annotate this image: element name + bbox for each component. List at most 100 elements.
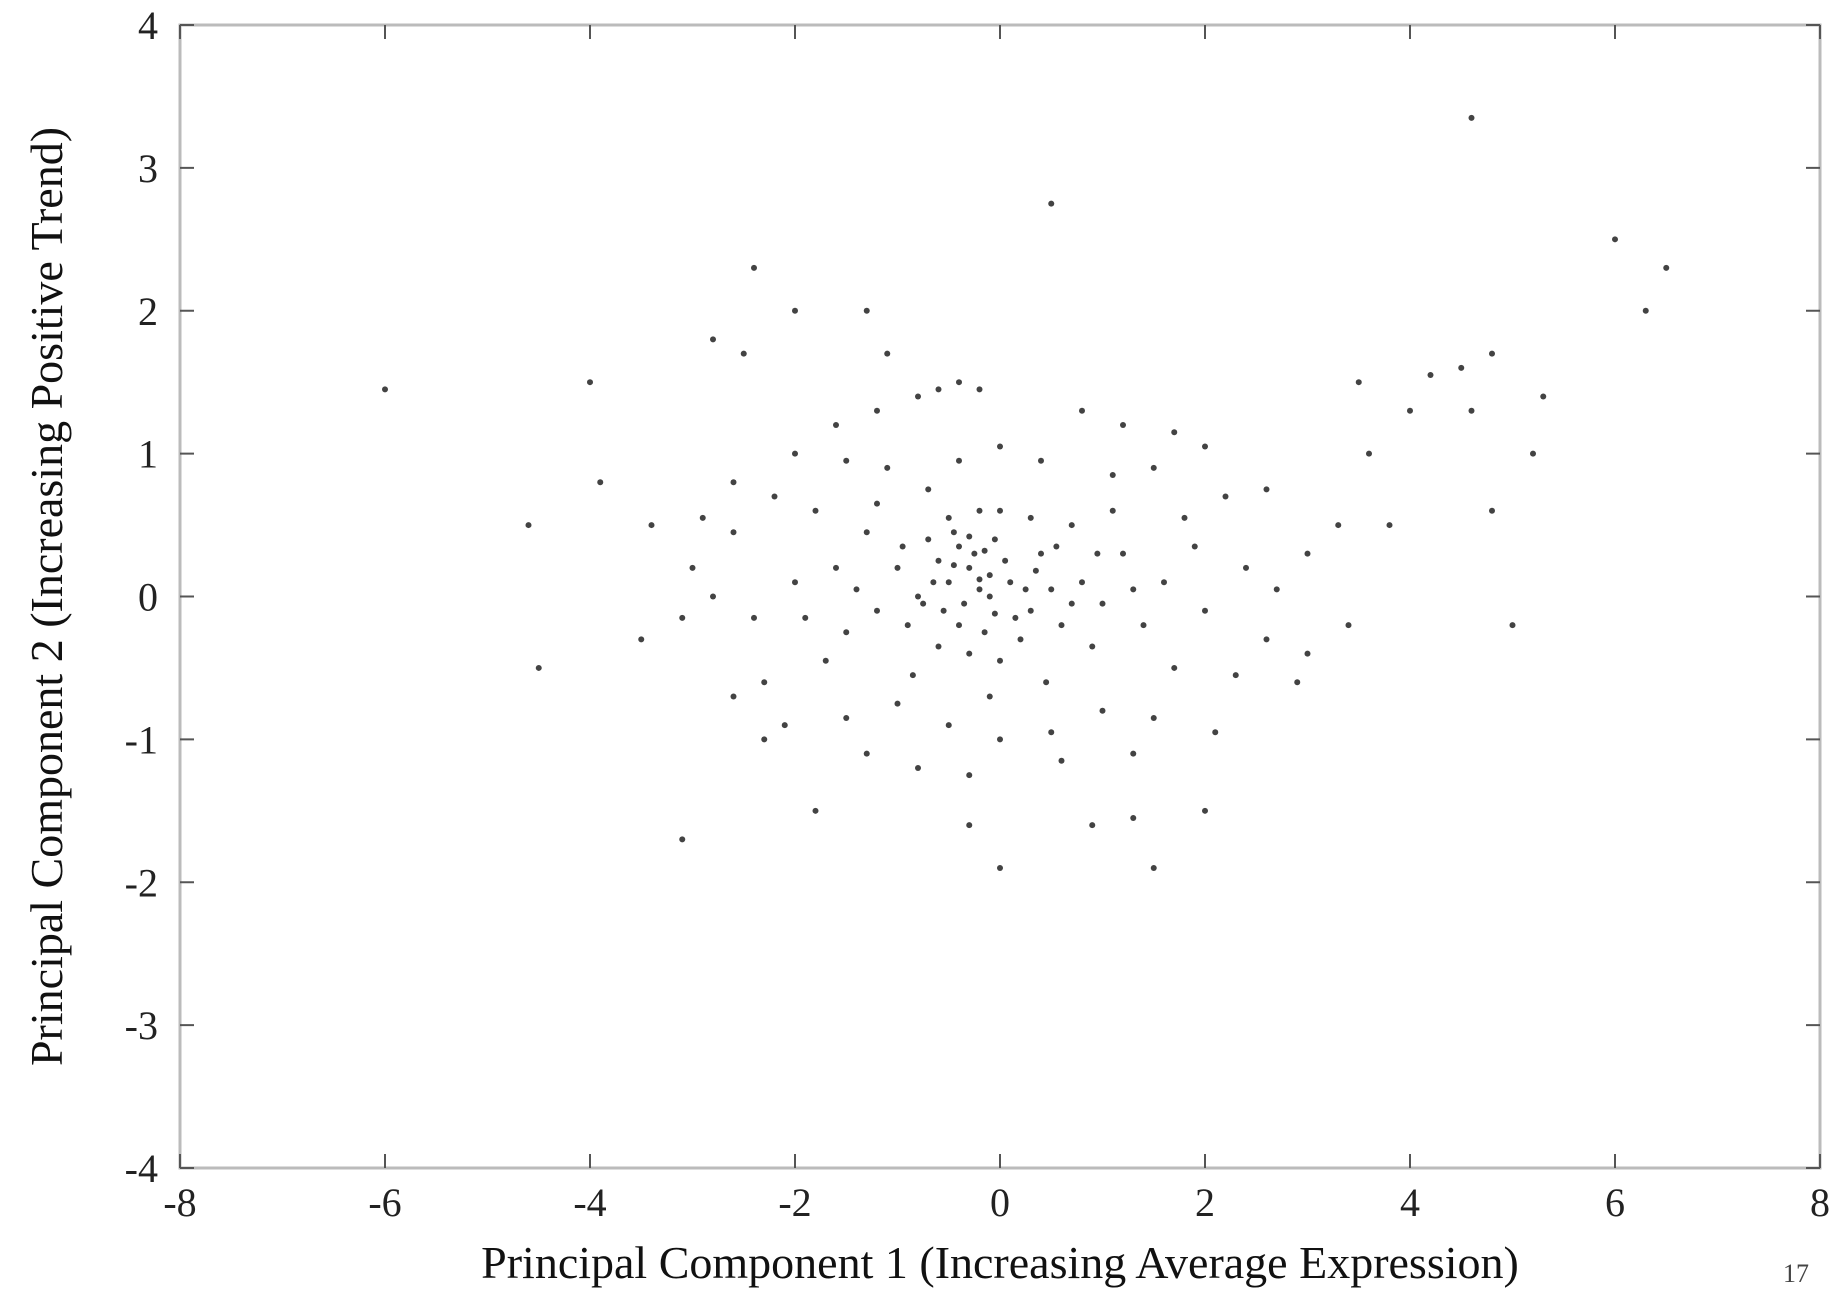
data-point	[536, 665, 542, 671]
data-point	[813, 508, 819, 514]
data-point	[833, 422, 839, 428]
data-point	[997, 658, 1003, 664]
data-point	[946, 515, 952, 521]
data-point	[905, 622, 911, 628]
data-point	[1428, 372, 1434, 378]
data-point	[1110, 508, 1116, 514]
data-point	[792, 451, 798, 457]
data-point	[813, 808, 819, 814]
data-point	[1305, 551, 1311, 557]
data-point	[977, 576, 983, 582]
data-point	[956, 622, 962, 628]
data-point	[1089, 822, 1095, 828]
data-point	[1366, 451, 1372, 457]
data-point	[1294, 679, 1300, 685]
data-point	[802, 615, 808, 621]
data-point	[971, 551, 977, 557]
data-point	[1033, 568, 1039, 574]
data-point	[977, 386, 983, 392]
y-tick-label: -4	[125, 1146, 158, 1191]
data-point	[1120, 422, 1126, 428]
x-tick-label: 6	[1605, 1180, 1625, 1225]
data-point	[1120, 551, 1126, 557]
data-point	[1100, 601, 1106, 607]
data-point	[843, 458, 849, 464]
data-point	[638, 636, 644, 642]
axis-ticks	[180, 25, 1820, 1168]
y-tick-label: 3	[138, 146, 158, 191]
data-point	[1028, 608, 1034, 614]
data-point	[1094, 551, 1100, 557]
data-point	[1182, 515, 1188, 521]
data-point	[874, 501, 880, 507]
data-point	[977, 586, 983, 592]
data-point	[1151, 715, 1157, 721]
data-point	[690, 565, 696, 571]
data-point	[741, 351, 747, 357]
x-tick-label: -4	[573, 1180, 606, 1225]
data-point	[1048, 201, 1054, 207]
data-point	[1069, 601, 1075, 607]
data-point	[833, 565, 839, 571]
data-point	[951, 562, 957, 568]
data-point	[1130, 751, 1136, 757]
data-point	[1264, 636, 1270, 642]
data-point	[900, 543, 906, 549]
data-point	[1243, 565, 1249, 571]
data-point	[1223, 493, 1229, 499]
data-point	[864, 308, 870, 314]
data-point	[1110, 472, 1116, 478]
data-point	[1012, 615, 1018, 621]
x-tick-label: -2	[778, 1180, 811, 1225]
data-point	[1038, 551, 1044, 557]
data-point	[772, 493, 778, 499]
y-tick-label: 4	[138, 3, 158, 48]
data-point	[382, 386, 388, 392]
data-point	[997, 865, 1003, 871]
data-point	[1489, 351, 1495, 357]
data-point	[1458, 365, 1464, 371]
data-point	[1100, 708, 1106, 714]
data-point	[1141, 622, 1147, 628]
data-point	[982, 629, 988, 635]
data-point	[982, 548, 988, 554]
data-point	[1202, 443, 1208, 449]
data-point	[987, 694, 993, 700]
x-tick-label: -8	[163, 1180, 196, 1225]
data-point	[936, 644, 942, 650]
data-point	[1151, 865, 1157, 871]
data-point	[1161, 579, 1167, 585]
data-point	[997, 736, 1003, 742]
data-point	[710, 594, 716, 600]
y-tick-label: 0	[138, 575, 158, 620]
data-point	[761, 736, 767, 742]
data-point	[915, 393, 921, 399]
data-point	[966, 822, 972, 828]
data-point	[1407, 408, 1413, 414]
data-point	[1130, 815, 1136, 821]
data-point	[761, 679, 767, 685]
data-point	[864, 529, 870, 535]
data-point	[910, 672, 916, 678]
data-point	[823, 658, 829, 664]
data-point	[1018, 636, 1024, 642]
data-point	[1043, 679, 1049, 685]
data-point	[1079, 408, 1085, 414]
data-point	[731, 479, 737, 485]
x-tick-label: 8	[1810, 1180, 1830, 1225]
data-point	[1192, 543, 1198, 549]
data-point	[751, 265, 757, 271]
data-point	[1274, 586, 1280, 592]
data-point	[915, 765, 921, 771]
data-point	[1643, 308, 1649, 314]
y-tick-label: -2	[125, 860, 158, 905]
y-axis-title: Principal Component 2 (Increasing Positi…	[21, 127, 72, 1066]
y-tick-label: -3	[125, 1003, 158, 1048]
data-point	[925, 536, 931, 542]
data-point	[977, 508, 983, 514]
data-point	[1387, 522, 1393, 528]
y-tick-label: 1	[138, 432, 158, 477]
data-point	[966, 772, 972, 778]
data-point	[987, 572, 993, 578]
x-tick-label: 0	[990, 1180, 1010, 1225]
